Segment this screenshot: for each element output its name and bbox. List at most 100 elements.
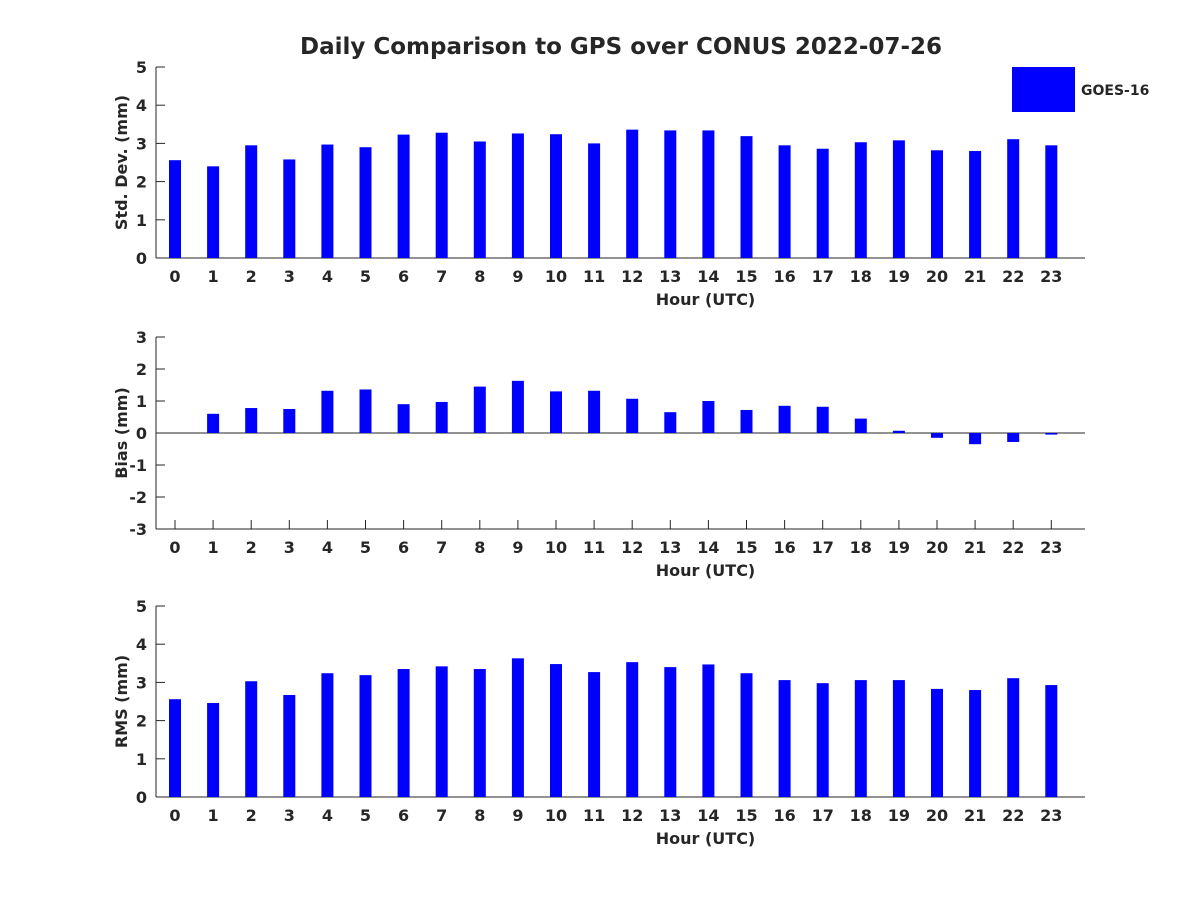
bar-hour-14: [702, 664, 715, 797]
bar-hour-0: [169, 699, 181, 797]
bar-hour-18: [854, 680, 867, 797]
bar-hour-10: [550, 134, 562, 258]
bar-hour-14: [702, 130, 715, 258]
bar-hour-19: [892, 430, 905, 433]
bar-hour-15: [740, 673, 753, 797]
x-tick-label: 22: [1002, 806, 1024, 825]
bar-hour-15: [740, 136, 753, 258]
bar-hour-11: [588, 143, 601, 258]
bar-hour-6: [397, 134, 410, 258]
x-tick-label: 15: [735, 267, 757, 286]
bar-hour-4: [321, 673, 334, 797]
x-tick-label: 2: [246, 538, 257, 557]
x-tick-label: 19: [888, 538, 910, 557]
y-tick-label: 5: [136, 58, 147, 77]
x-tick-label: 2: [246, 267, 257, 286]
y-tick-label: 2: [136, 173, 147, 192]
y-tick-label: 0: [136, 424, 147, 443]
legend: GOES-16: [1012, 67, 1149, 112]
y-tick-label: -2: [129, 488, 147, 507]
bar-hour-10: [550, 391, 562, 433]
x-tick-label: 4: [322, 267, 333, 286]
bar-hour-11: [588, 390, 601, 433]
bar-hour-1: [207, 413, 220, 433]
x-tick-label: 16: [773, 267, 795, 286]
x-tick-label: 0: [169, 267, 180, 286]
x-tick-label: 23: [1040, 267, 1062, 286]
x-tick-label: 6: [398, 538, 409, 557]
bar-hour-13: [664, 667, 677, 797]
x-tick-label: 10: [545, 267, 567, 286]
x-tick-label: 17: [812, 806, 834, 825]
bar-hour-19: [892, 140, 905, 258]
x-tick-label: 12: [621, 806, 643, 825]
x-tick-label: 0: [169, 538, 180, 557]
bar-hour-22: [1007, 433, 1020, 442]
bar-hour-9: [511, 380, 524, 433]
chart-title: Daily Comparison to GPS over CONUS 2022-…: [300, 34, 942, 60]
x-tick-label: 18: [850, 538, 872, 557]
x-tick-label: 16: [773, 806, 795, 825]
bar-hour-13: [664, 412, 677, 433]
bar-hour-18: [854, 142, 867, 258]
x-axis-label: Hour (UTC): [656, 290, 756, 309]
bar-hour-8: [473, 386, 486, 433]
bar-hour-7: [435, 401, 448, 433]
x-tick-label: 11: [583, 806, 605, 825]
bar-hour-1: [207, 166, 220, 258]
x-tick-label: 9: [512, 538, 523, 557]
legend-swatch-goes-16: [1012, 67, 1075, 112]
x-tick-label: 1: [208, 538, 219, 557]
bar-hour-0: [169, 160, 181, 258]
x-tick-label: 0: [169, 806, 180, 825]
bar-hour-5: [359, 389, 372, 433]
bar-hour-19: [892, 680, 905, 797]
x-tick-label: 6: [398, 267, 409, 286]
x-tick-label: 5: [360, 806, 371, 825]
bar-hour-2: [245, 408, 258, 433]
bar-hour-8: [473, 669, 486, 797]
bar-hour-17: [816, 406, 829, 433]
x-tick-label: 17: [812, 267, 834, 286]
x-tick-label: 3: [284, 806, 295, 825]
x-tick-label: 21: [964, 806, 986, 825]
x-tick-label: 19: [888, 267, 910, 286]
bar-hour-12: [626, 398, 639, 433]
x-tick-label: 20: [926, 806, 948, 825]
x-axis-label: Hour (UTC): [656, 561, 756, 580]
bar-hour-5: [359, 675, 372, 797]
y-tick-label: -1: [129, 456, 147, 475]
x-tick-label: 13: [659, 538, 681, 557]
x-tick-label: 10: [545, 806, 567, 825]
x-tick-label: 21: [964, 538, 986, 557]
bar-hour-3: [283, 159, 296, 258]
x-tick-label: 7: [436, 267, 447, 286]
x-tick-label: 9: [512, 806, 523, 825]
x-tick-label: 6: [398, 806, 409, 825]
x-tick-label: 14: [697, 806, 719, 825]
x-tick-label: 23: [1040, 806, 1062, 825]
x-tick-label: 15: [735, 806, 757, 825]
y-axis-label: RMS (mm): [112, 655, 131, 748]
x-tick-label: 17: [812, 538, 834, 557]
y-tick-label: 3: [136, 673, 147, 692]
bar-hour-15: [740, 409, 753, 433]
x-tick-label: 22: [1002, 267, 1024, 286]
x-tick-label: 13: [659, 806, 681, 825]
y-tick-label: 1: [136, 211, 147, 230]
legend-label-goes-16: GOES-16: [1081, 83, 1149, 99]
bar-hour-8: [473, 141, 486, 258]
x-tick-label: 14: [697, 538, 719, 557]
x-tick-label: 9: [512, 267, 523, 286]
y-tick-label: 2: [136, 712, 147, 731]
y-tick-label: -3: [129, 520, 147, 539]
x-tick-label: 7: [436, 806, 447, 825]
x-tick-label: 23: [1040, 538, 1062, 557]
x-tick-label: 14: [697, 267, 719, 286]
x-tick-label: 5: [360, 267, 371, 286]
y-axis-label: Bias (mm): [112, 387, 131, 479]
x-tick-label: 12: [621, 538, 643, 557]
x-tick-label: 20: [926, 538, 948, 557]
bar-hour-22: [1007, 139, 1020, 258]
